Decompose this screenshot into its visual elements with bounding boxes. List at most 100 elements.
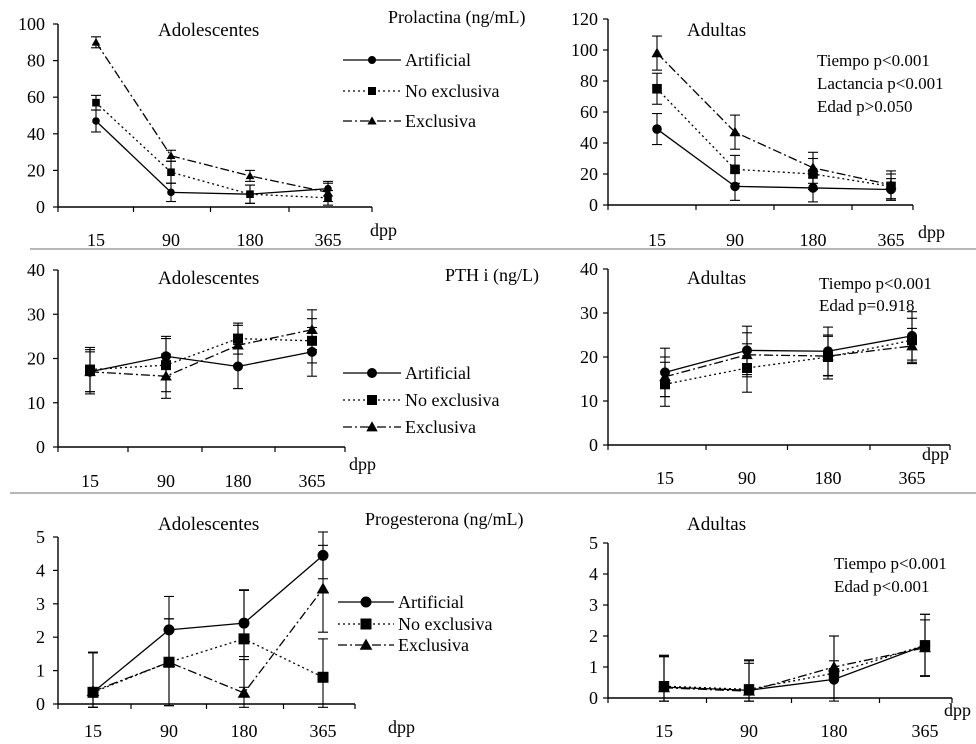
series-line	[656, 52, 892, 186]
series-line	[92, 554, 324, 693]
series-line	[95, 102, 329, 199]
x-axis-label: dpp	[388, 717, 415, 737]
x-tick-label: 90	[740, 721, 758, 741]
stats-annotation: Edad p=0.918	[819, 296, 915, 315]
data-point-triangle	[232, 339, 244, 350]
y-tick-label: 2	[589, 626, 598, 646]
legend-label: Artificial	[398, 592, 464, 612]
y-tick-label: 100	[571, 40, 598, 60]
y-tick-label: 30	[27, 304, 45, 324]
series-line	[663, 644, 926, 691]
y-tick-label: 3	[36, 594, 45, 614]
panel-title: Adolescentes	[158, 268, 259, 289]
y-tick-label: 10	[27, 393, 45, 413]
x-tick-label: 180	[821, 721, 848, 741]
x-tick-label: 15	[648, 230, 666, 250]
y-tick-label: 120	[571, 9, 598, 29]
data-point-triangle	[828, 661, 840, 672]
chart-panel-2: 0 20 40 60 80 100 120 15 90 180 365 dpp Adultas Tiemp…	[571, 9, 945, 250]
series-triangle	[84, 309, 318, 399]
data-point-circle	[167, 188, 175, 197]
legend-label: Exclusiva	[405, 111, 476, 131]
data-point-square	[167, 168, 175, 177]
legend-label: No exclusiva	[405, 390, 499, 410]
data-point-triangle	[84, 366, 96, 377]
data-point-circle	[652, 124, 662, 134]
x-tick-label: 365	[315, 230, 342, 250]
data-point-square	[92, 98, 100, 107]
series-square	[87, 589, 329, 708]
series-triangle	[86, 544, 330, 708]
y-tick-label: 100	[18, 14, 45, 34]
y-tick-label: 2	[36, 627, 45, 647]
data-point-triangle	[86, 684, 100, 697]
series-triangle	[651, 35, 897, 200]
data-point-triangle	[323, 187, 333, 196]
panel-title: Adultas	[687, 20, 746, 41]
series-square	[658, 613, 931, 702]
y-tick-label: 80	[27, 51, 45, 71]
y-tick-label: 0	[36, 694, 45, 714]
data-point-square	[246, 190, 254, 198]
y-tick-label: 80	[580, 71, 598, 91]
legend-circle-marker	[360, 596, 372, 608]
legend-square-marker	[360, 618, 372, 630]
legend-triangle-marker	[359, 638, 373, 650]
panel-title: Adultas	[687, 514, 746, 535]
x-axis-label: dpp	[370, 220, 397, 240]
data-point-triangle	[919, 641, 931, 653]
series-line	[92, 638, 324, 693]
legend-row-2: Artificial No exclusiva Exclusiva	[343, 363, 499, 437]
data-point-triangle	[245, 171, 255, 180]
legend-square-marker	[368, 87, 376, 95]
series-line	[656, 128, 892, 191]
y-tick-label: 30	[580, 303, 598, 323]
y-tick-label: 1	[36, 661, 45, 681]
series-square	[85, 318, 317, 393]
x-axis-label: dpp	[922, 444, 949, 464]
series-circle	[652, 113, 896, 203]
legend-circle-marker	[367, 368, 377, 378]
x-tick-label: 15	[84, 721, 102, 741]
series-line	[95, 41, 329, 193]
series-line	[656, 88, 892, 188]
y-tick-label: 0	[36, 197, 45, 217]
data-point-circle	[730, 181, 740, 192]
stats-annotation: Lactancia p<0.001	[817, 74, 944, 93]
y-tick-label: 40	[580, 133, 598, 153]
series-line	[89, 351, 313, 373]
data-point-triangle	[166, 151, 176, 160]
row-title: Prolactina (ng/mL)	[388, 7, 525, 28]
x-tick-label: 15	[655, 721, 673, 741]
data-point-triangle	[807, 162, 819, 172]
data-point-triangle	[729, 126, 741, 137]
stats-annotation: Tiempo p<0.001	[834, 554, 947, 573]
data-point-square	[317, 671, 329, 683]
x-tick-label: 15	[81, 471, 99, 491]
legend-label: Exclusiva	[405, 417, 476, 437]
panel-title: Adolescentes	[158, 514, 259, 535]
y-tick-label: 5	[36, 527, 45, 547]
series-line	[664, 339, 913, 385]
series-circle	[660, 311, 917, 398]
series-square	[660, 317, 917, 407]
data-point-triangle	[316, 582, 330, 594]
x-axis-label: dpp	[918, 222, 945, 242]
stats-annotation: Edad p>0.050	[817, 97, 913, 116]
y-tick-label: 40	[27, 124, 45, 144]
series-line	[663, 647, 926, 692]
series-line	[95, 120, 329, 195]
data-point-circle	[92, 117, 100, 125]
data-point-triangle	[658, 681, 670, 693]
y-tick-label: 20	[27, 160, 45, 180]
data-point-square	[652, 83, 662, 94]
x-tick-label: 365	[912, 721, 939, 741]
x-tick-label: 90	[726, 230, 744, 250]
panel-title: Adolescentes	[158, 20, 259, 41]
x-tick-label: 365	[878, 230, 905, 250]
series-line	[664, 335, 913, 374]
x-tick-label: 180	[815, 468, 842, 488]
y-tick-label: 40	[27, 260, 45, 280]
panel-title: Adultas	[687, 268, 746, 289]
